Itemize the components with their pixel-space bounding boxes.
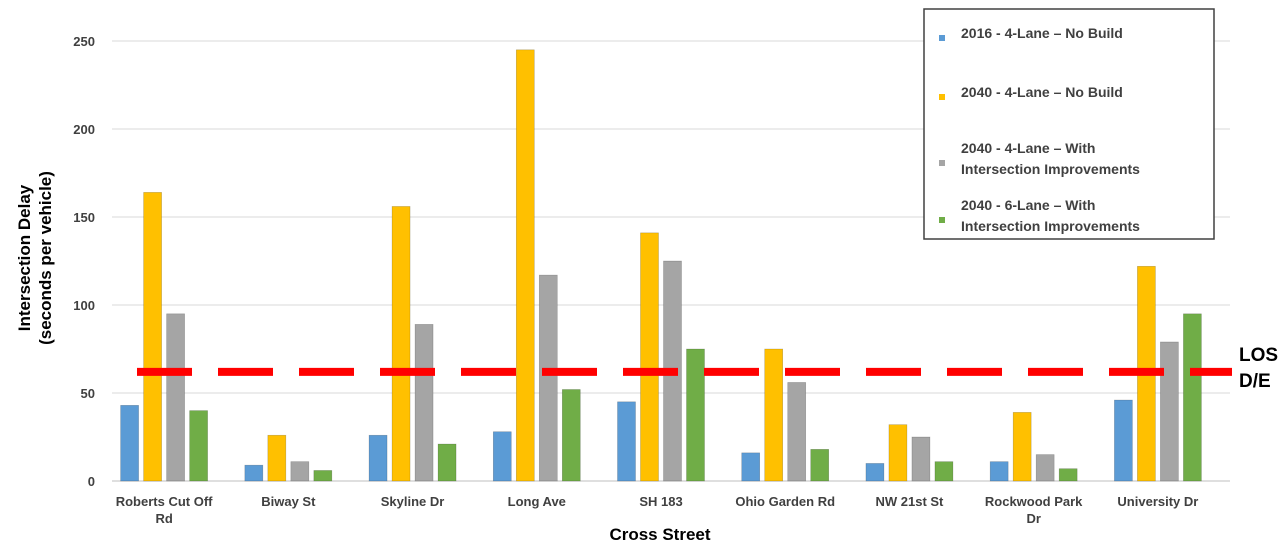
bar	[166, 313, 185, 482]
bar	[934, 461, 954, 482]
bar	[1160, 341, 1179, 482]
x-category-label: Skyline Dr	[381, 494, 445, 509]
bar	[368, 434, 388, 482]
bar	[810, 449, 830, 482]
x-category-label: Rockwood Park Dr	[985, 494, 1083, 526]
y-axis-ticks: 0 50 100 150 200 250	[73, 34, 95, 489]
los-reference-line: LOS D/E	[137, 345, 1278, 392]
y-tick-label: 50	[81, 386, 95, 401]
legend-label: 2016 - 4-Lane – No Build	[961, 25, 1123, 41]
bar	[1035, 454, 1055, 482]
legend: 2016 - 4-Lane – No Build 2040 - 4-Lane – …	[923, 8, 1215, 240]
x-axis-title: Cross Street	[609, 525, 710, 544]
x-category-label: University Dr	[1117, 494, 1198, 509]
bar	[787, 382, 807, 482]
x-category-label: SH 183	[639, 494, 682, 509]
x-category-label: Roberts Cut Off Rd	[116, 494, 213, 526]
bar	[267, 434, 287, 482]
bar	[492, 431, 512, 482]
legend-label: 2040 - 4-Lane – No Build	[961, 84, 1123, 100]
category-labels: Roberts Cut Off Rd Biway St Skyline Dr Long …	[116, 494, 1199, 526]
y-tick-label: 150	[73, 210, 95, 225]
bar	[538, 274, 558, 482]
bar	[1114, 399, 1133, 482]
bar	[515, 49, 535, 482]
bar	[640, 232, 659, 482]
bar	[414, 324, 434, 482]
legend-label: 2040 - 4-Lane – With Intersection Improve…	[961, 140, 1140, 177]
legend-swatch	[939, 35, 945, 41]
bar	[911, 436, 931, 482]
bar	[865, 463, 885, 482]
bar	[120, 405, 139, 482]
legend-label: 2040 - 6-Lane – With Intersection Improve…	[961, 197, 1140, 234]
legend-swatch	[939, 217, 945, 223]
bar	[888, 424, 908, 482]
bar	[143, 192, 162, 482]
x-category-label: Ohio Garden Rd	[735, 494, 835, 509]
bar	[617, 401, 636, 482]
bar	[290, 461, 310, 482]
legend-swatch	[939, 94, 945, 100]
y-axis-title: Intersection Delay (seconds per vehicle)	[15, 171, 55, 345]
legend-swatch	[939, 160, 945, 166]
los-reference-label: LOS D/E	[1239, 345, 1278, 392]
y-tick-label: 250	[73, 34, 95, 49]
bars	[120, 49, 1202, 482]
y-tick-label: 200	[73, 122, 95, 137]
bar	[989, 461, 1009, 482]
legend-box	[923, 8, 1215, 240]
bar	[561, 389, 581, 482]
bar	[764, 348, 784, 482]
x-category-label: Biway St	[261, 494, 316, 509]
bar	[686, 348, 705, 482]
bar	[313, 470, 333, 482]
x-category-label: NW 21st St	[875, 494, 944, 509]
y-tick-label: 100	[73, 298, 95, 313]
bar	[1012, 412, 1032, 482]
bar	[437, 443, 457, 482]
bar	[391, 206, 411, 482]
y-axis-title-text: Intersection Delay (seconds per vehicle)	[15, 171, 55, 345]
x-category-label: Long Ave	[508, 494, 566, 509]
bar	[244, 464, 264, 482]
bar	[189, 410, 208, 482]
bar	[1058, 468, 1078, 482]
y-tick-label: 0	[88, 474, 95, 489]
bar	[741, 452, 761, 482]
bar	[1183, 313, 1202, 482]
